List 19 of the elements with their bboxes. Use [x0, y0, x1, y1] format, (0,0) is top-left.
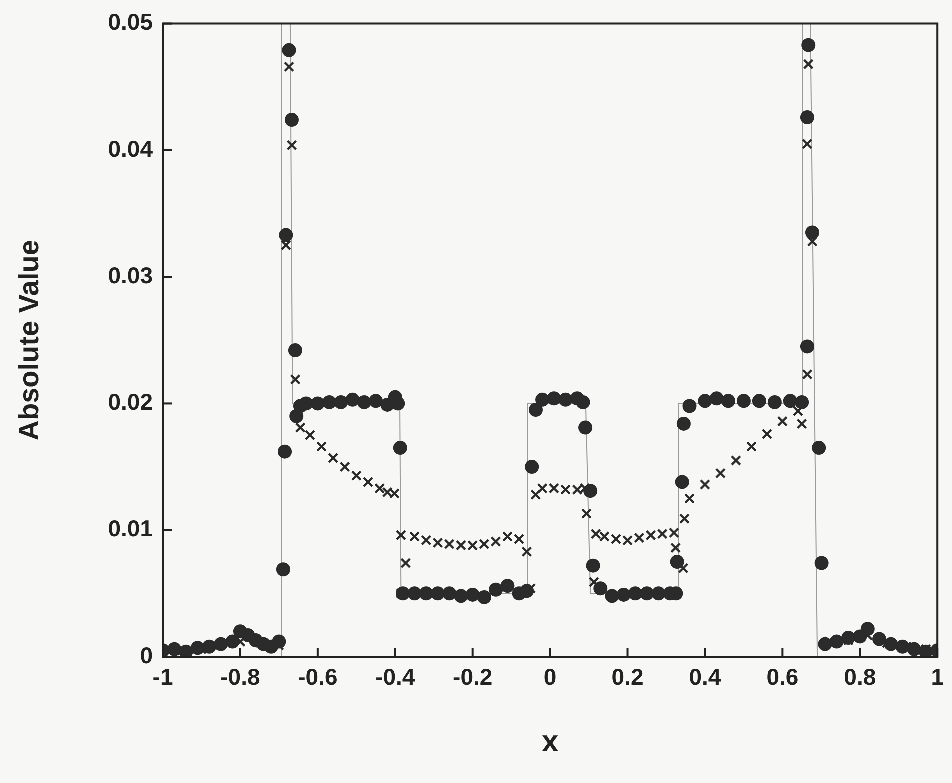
x-tick-label: -1: [152, 664, 174, 690]
x-tick-label: -0.8: [220, 664, 260, 690]
y-axis-title: Absolute Value: [14, 240, 45, 441]
x-tick-label: 1: [931, 664, 944, 690]
y-tick-label: 0.05: [108, 9, 154, 36]
y-tick-label: 0: [140, 642, 153, 668]
y-tick-label: 0.04: [108, 136, 154, 162]
x-tick-label: -0.4: [376, 664, 416, 690]
x-tick-label: 0.2: [612, 664, 644, 690]
x-tick-label: 0.4: [689, 664, 722, 690]
x-tick-label: 0.8: [844, 664, 876, 690]
y-tick-label: 0.03: [108, 262, 153, 288]
x-axis-title: x: [542, 725, 559, 758]
y-tick-label: 0.02: [108, 389, 153, 416]
x-tick-label: 0: [544, 664, 557, 690]
y-tick-label: 0.01: [108, 516, 154, 542]
x-tick-label: 0.6: [766, 664, 799, 690]
x-tick-label: -0.6: [298, 664, 338, 690]
x-tick-label: -0.2: [453, 664, 493, 690]
